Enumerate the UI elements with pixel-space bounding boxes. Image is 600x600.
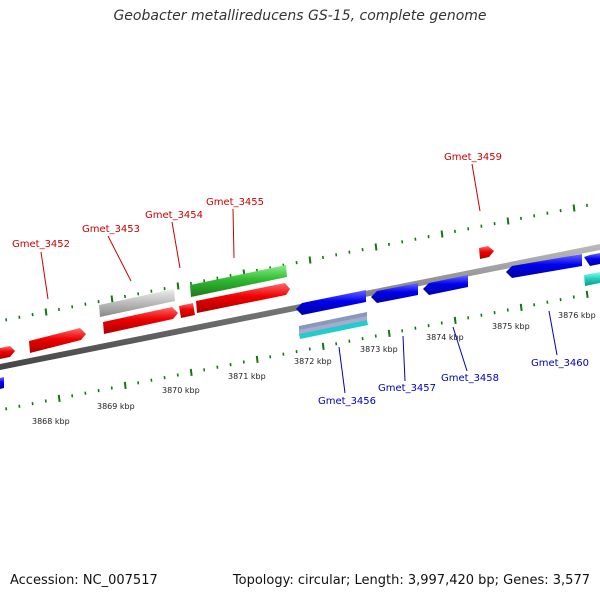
leader-line-fwd <box>107 235 132 282</box>
gene-label[interactable]: Gmet_3455 <box>206 197 264 208</box>
gene-arrow-pseudo[interactable] <box>99 289 175 317</box>
genome-summary-text: Topology: circular; Length: 3,997,420 bp… <box>232 573 590 588</box>
kbp-label: 3870 kbp <box>162 386 200 395</box>
leader-line-fwd <box>232 208 235 259</box>
kbp-label: 3868 kbp <box>32 417 70 426</box>
kbp-scale-labels: 3868 kbp 3869 kbp 3870 kbp 3871 kbp 3872… <box>32 311 596 426</box>
gene-arrow-fwd[interactable] <box>479 246 494 259</box>
kbp-label: 3873 kbp <box>360 345 398 354</box>
major-tick <box>123 381 127 390</box>
gene-label[interactable]: Gmet_3454 <box>145 210 203 221</box>
kbp-label: 3872 kbp <box>294 357 332 366</box>
gene-arrow-stacked-stripe <box>299 320 368 339</box>
leader-line-fwd <box>40 251 49 300</box>
gene-arrow-fwd[interactable] <box>179 303 195 318</box>
reverse-gene-track <box>0 253 600 389</box>
gene-label[interactable]: Gmet_3452 <box>12 239 70 250</box>
leader-line-fwd <box>471 163 481 212</box>
gene-label[interactable]: Gmet_3460 <box>531 358 589 369</box>
major-tick <box>255 355 259 364</box>
major-tick <box>110 295 114 303</box>
gene-labels: Gmet_3452 Gmet_3453 Gmet_3454 Gmet_3455 … <box>12 152 589 407</box>
major-tick <box>453 316 457 325</box>
gene-arrow-fwd[interactable] <box>0 346 15 359</box>
gene-label[interactable]: Gmet_3457 <box>378 383 436 394</box>
gene-arrow-rev[interactable] <box>506 254 582 278</box>
gene-arrow-rev[interactable] <box>0 377 4 389</box>
major-tick <box>308 256 312 264</box>
major-tick <box>321 342 325 351</box>
gene-arrow-fwd[interactable] <box>103 307 178 334</box>
kbp-label: 3871 kbp <box>228 372 266 381</box>
kbp-label: 3876 kbp <box>558 311 596 320</box>
leader-line-rev <box>402 335 406 382</box>
gene-arrow-rev[interactable] <box>371 283 418 303</box>
gene-label[interactable]: Gmet_3453 <box>82 224 140 235</box>
label-leader-lines <box>40 163 558 394</box>
major-tick <box>176 282 180 290</box>
major-tick <box>440 230 444 238</box>
leader-line-rev <box>338 346 346 394</box>
gene-arrow-other[interactable] <box>584 272 600 286</box>
gene-arrow-rev[interactable] <box>296 290 366 315</box>
major-tick <box>585 290 589 299</box>
gene-label[interactable]: Gmet_3458 <box>441 373 499 384</box>
genome-title: Geobacter metallireducens GS-15, complet… <box>113 8 487 24</box>
gene-arrow-rev[interactable] <box>423 275 468 295</box>
gene-arrow-rev[interactable] <box>584 253 600 266</box>
major-tick <box>387 329 391 338</box>
kbp-label: 3869 kbp <box>97 402 135 411</box>
kbp-label: 3875 kbp <box>492 322 530 331</box>
major-tick <box>374 243 378 251</box>
gene-arrow-fwd[interactable] <box>196 283 290 313</box>
gene-arrow-fwd[interactable] <box>29 328 86 353</box>
major-tick <box>57 394 61 403</box>
major-tick <box>44 308 48 316</box>
leader-line-rev <box>452 326 468 372</box>
major-tick <box>506 217 510 225</box>
reverse-tick-track <box>5 290 589 411</box>
major-tick <box>189 368 193 377</box>
accession-text: Accession: NC_007517 <box>10 573 158 588</box>
major-tick <box>519 303 523 312</box>
leader-line-rev <box>548 310 558 356</box>
gene-label[interactable]: Gmet_3456 <box>318 396 376 407</box>
forward-gene-track <box>0 246 494 359</box>
forward-tick-track <box>5 203 588 322</box>
gene-label[interactable]: Gmet_3459 <box>444 152 502 163</box>
gene-arrow-stacked-stripe <box>299 316 367 335</box>
leader-line-fwd <box>171 221 181 269</box>
kbp-label: 3874 kbp <box>426 333 464 342</box>
sequence-layer: Gmet_3452 Gmet_3453 Gmet_3454 Gmet_3455 … <box>0 152 600 426</box>
major-tick <box>572 204 576 212</box>
gene-arrow-rna[interactable] <box>190 265 287 297</box>
